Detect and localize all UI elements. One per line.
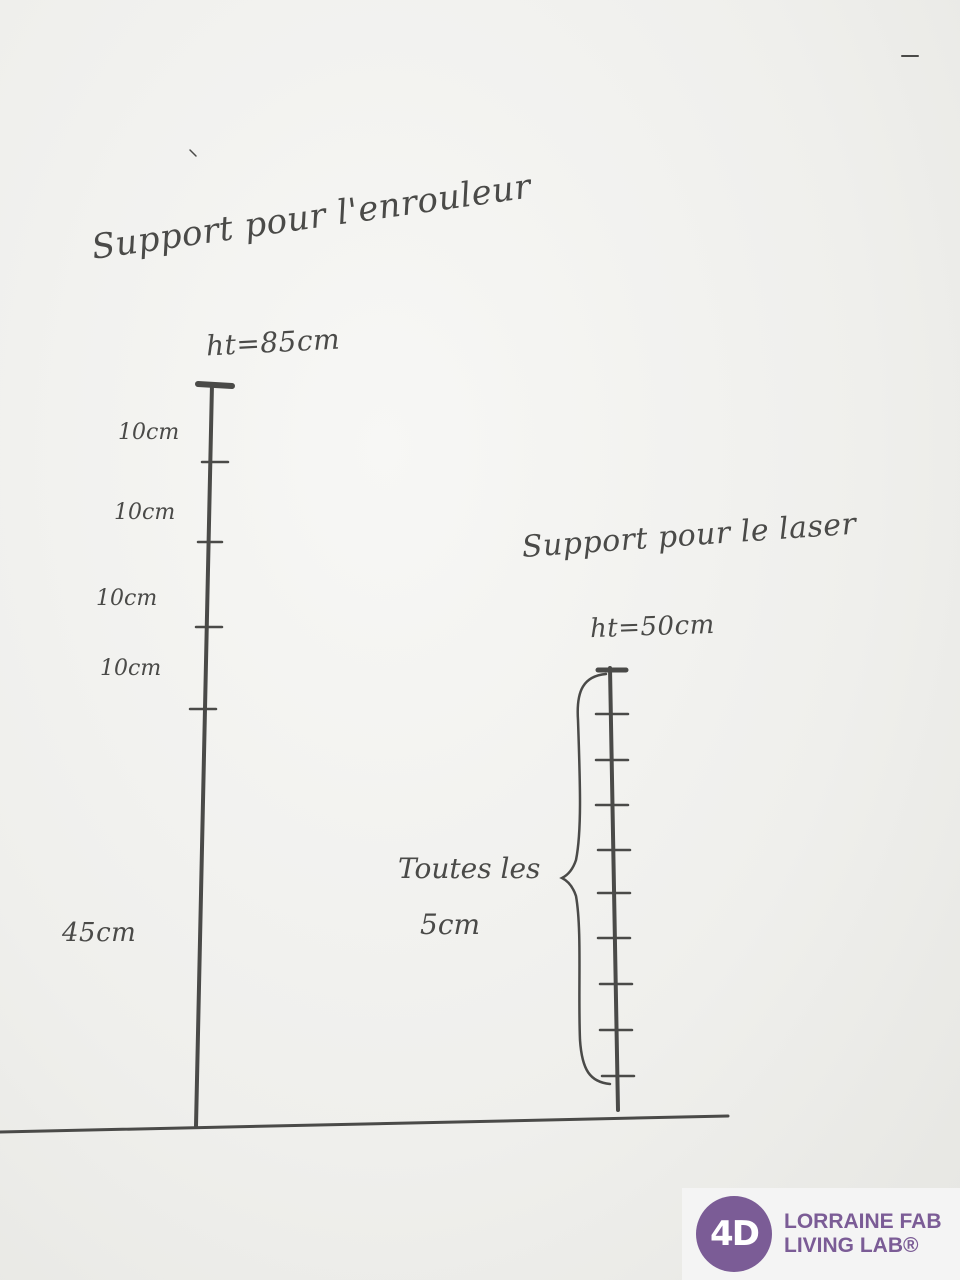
curly-brace [559,672,612,1086]
left-pole [194,382,214,1128]
ground-line [0,1114,730,1134]
logo-line-1: LORRAINE FAB [784,1210,942,1234]
right-pole [608,666,620,1112]
logo-wordmark: LORRAINE FAB LIVING LAB® [784,1210,942,1257]
base-segment-label: 45cm [62,918,137,948]
right-support-height: ht=50cm [589,609,716,645]
logo-4d-icon: 4D [696,1196,772,1272]
segment-label-4: 10cm [100,656,162,681]
segment-label-2: 10cm [114,500,176,525]
spacing-note-line1: Toutes les [398,852,541,885]
left-pole-top-cap [195,381,235,389]
segment-label-3: 10cm [96,586,158,611]
segment-label-1: 10cm [118,420,180,445]
logo-line-2: LIVING LAB® [784,1234,919,1257]
lorraine-fab-logo: 4D LORRAINE FAB LIVING LAB® [682,1188,960,1280]
spacing-note-line2: 5cm [420,908,481,941]
left-support-height: ht=85cm [205,322,341,363]
